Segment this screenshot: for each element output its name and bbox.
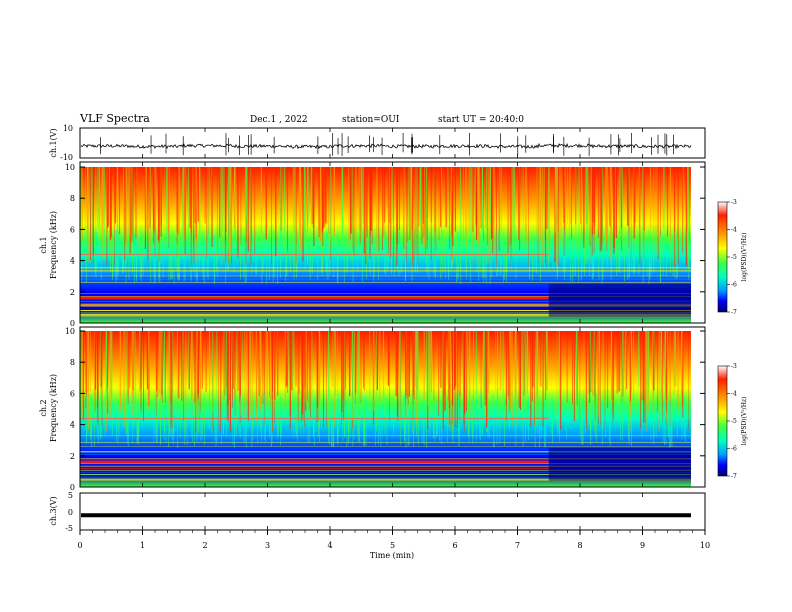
colorbar-tick-label: -5 [731,254,737,261]
start-time-label: start UT = 20:40:0 [438,115,524,125]
colorbar-tick-label: -6 [731,282,737,289]
freq-tick-label: 0 [70,483,75,492]
ch1-ytick-top: 10 [63,124,73,133]
ch2-freq-ylabel: Frequency (kHz) [49,374,58,442]
time-tick-label: 4 [327,541,332,550]
panel-ch1-waveform: 10 -10 ch.1(V) [49,124,706,162]
figure-title: VLF Spectra [79,112,150,125]
ch1-freq-ylabel: Frequency (kHz) [49,211,58,279]
quiet-region [548,448,691,481]
freq-tick-label: 4 [70,257,75,266]
freq-tick-label: 10 [65,327,75,336]
time-tick-label: 10 [700,541,710,550]
ch1-colorbar-ticks: -3 -4 -5 -6 -7 [727,199,737,316]
time-tick-label: 2 [202,541,207,550]
ch3-ytick-bottom: -5 [65,524,73,533]
freq-tick-label: 2 [70,452,75,461]
ch1-ytick-bottom: -10 [60,153,73,162]
freq-tick-label: 10 [65,163,75,172]
ch2-spectrogram-detail [79,331,692,482]
ch3-waveform-frame [79,492,706,531]
freq-tick-label: 6 [70,225,75,234]
time-tick-label: 9 [640,541,645,550]
time-tick-label: 7 [515,541,520,550]
ch1-freq-ticks: 0 2 4 6 8 10 [65,163,705,328]
ch2-colorbar-ticks: -3 -4 -5 -6 -7 [727,363,737,480]
ch3-ylabel: ch.3(V) [49,496,58,525]
colorbar-tick-label: -7 [731,309,737,316]
colorbar-tick-label: -7 [731,473,737,480]
station-label: station=OUI [342,115,400,125]
ch3-ytick-mid: 0 [68,508,73,517]
time-tick-label: 6 [452,541,457,550]
ch1-ylabel: ch.1(V) [49,128,58,157]
time-tick-label: 0 [77,541,82,550]
ch1-colorbar-label: log(PSD)(V²/Hz) [741,233,748,282]
ch2-colorbar [717,365,728,477]
ch2-channel-label: ch.2 [39,399,48,416]
freq-tick-label: 0 [70,319,75,328]
time-axis: 0 1 2 3 4 5 6 7 8 9 10 [77,128,710,550]
freq-tick-label: 2 [70,288,75,297]
time-tick-label: 5 [390,541,395,550]
quiet-region [548,284,691,317]
ch3-ytick-top: 5 [68,491,73,500]
colorbar-tick-label: -4 [731,227,737,234]
ch1-waveform-frame [79,127,706,159]
time-tick-label: 3 [265,541,270,550]
freq-tick-label: 4 [70,421,75,430]
time-tick-label: 8 [577,541,582,550]
freq-tick-label: 6 [70,389,75,398]
ch1-channel-label: ch.1 [39,236,48,253]
ch1-waveform-trace [80,132,692,157]
date-label: Dec.1 , 2022 [250,115,308,125]
ch2-colorbar-label: log(PSD)(V²/Hz) [741,397,748,446]
colorbar-tick-label: -4 [731,391,737,398]
panel-ch3-waveform: 5 0 -5 ch.3(V) [49,491,706,533]
time-tick-label: 1 [140,541,145,550]
freq-tick-label: 8 [70,194,75,203]
colorbar-tick-label: -5 [731,418,737,425]
time-axis-label: Time (min) [370,551,414,560]
colorbar-tick-label: -6 [731,446,737,453]
freq-tick-label: 8 [70,358,75,367]
ch2-freq-ticks: 0 2 4 6 8 10 [65,327,705,492]
ch1-spectrogram-detail [80,167,691,318]
ch1-colorbar [717,201,728,313]
colorbar-tick-label: -3 [731,363,737,370]
colorbar-tick-label: -3 [731,199,737,206]
